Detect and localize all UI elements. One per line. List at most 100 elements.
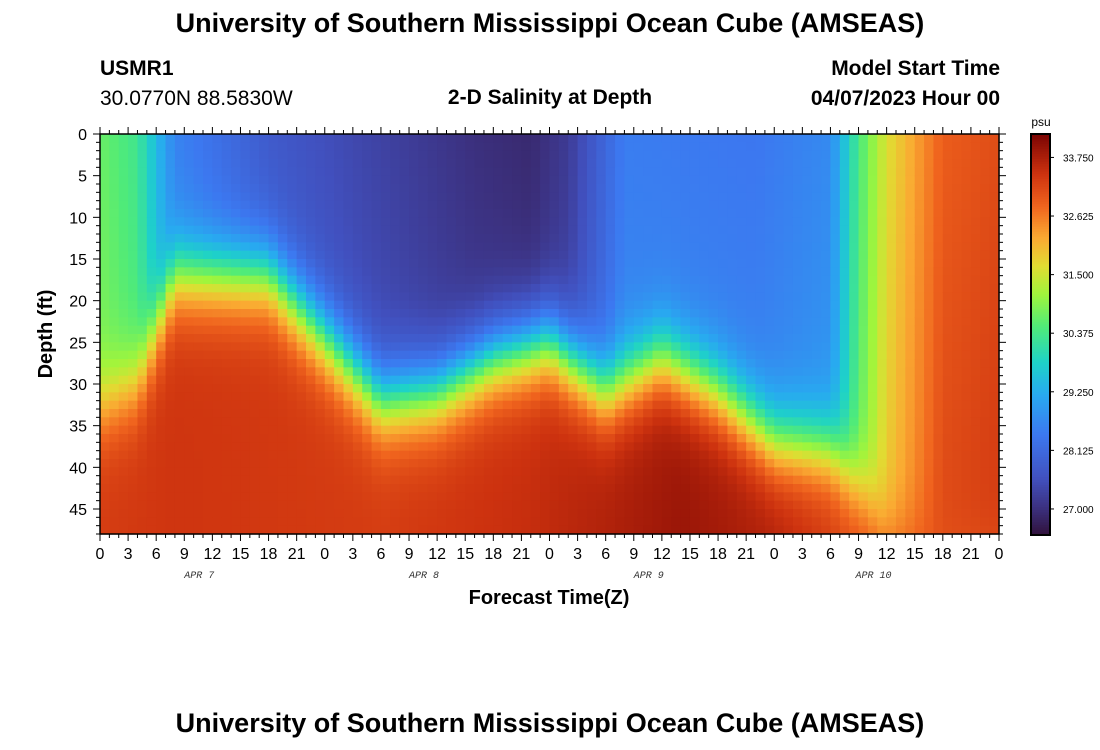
heatmap-cell [287, 209, 298, 218]
heatmap-cell [146, 409, 157, 418]
heatmap-cell [530, 525, 541, 535]
heatmap-cell [502, 284, 513, 293]
heatmap-cell [184, 384, 195, 393]
heatmap-cell [671, 384, 682, 393]
heatmap-cell [146, 317, 157, 327]
heatmap-cell [174, 409, 185, 418]
x-tick-label: 9 [180, 546, 189, 563]
heatmap-cell [362, 425, 373, 435]
heatmap-cell [259, 409, 270, 418]
heatmap-cell [961, 400, 972, 410]
heatmap-cell [118, 342, 129, 352]
heatmap-cell [980, 384, 991, 393]
heatmap-cell [792, 467, 803, 477]
heatmap-cell [409, 250, 419, 260]
heatmap-cell [905, 234, 916, 243]
heatmap-cell [774, 259, 785, 268]
heatmap-cell [727, 359, 738, 368]
heatmap-cell [137, 434, 148, 443]
heatmap-cell [418, 325, 429, 335]
heatmap-cell [586, 434, 597, 443]
heatmap-cell [895, 342, 906, 352]
heatmap-cell [905, 450, 916, 460]
heatmap-cell [483, 275, 494, 285]
heatmap-cell [615, 417, 626, 427]
heatmap-cell [334, 292, 345, 302]
plot-title: 2-D Salinity at Depth [447, 86, 653, 109]
heatmap-cell [615, 275, 626, 285]
heatmap-cell [128, 209, 139, 218]
heatmap-cell [380, 409, 391, 418]
heatmap-cell [783, 442, 794, 452]
heatmap-cell [680, 317, 691, 327]
heatmap-cell [764, 500, 775, 510]
heatmap-cell [474, 417, 485, 427]
heatmap-cell [605, 392, 616, 402]
heatmap-cell [830, 200, 841, 210]
heatmap-cell [718, 309, 729, 318]
heatmap-cell [821, 334, 832, 343]
heatmap-cell [483, 309, 494, 318]
heatmap-cell [221, 525, 232, 535]
heatmap-cell [736, 375, 747, 385]
heatmap-cell [942, 292, 953, 302]
heatmap-cell [174, 459, 185, 468]
heatmap-cell [736, 284, 747, 293]
heatmap-cell [474, 400, 485, 410]
heatmap-cell [586, 259, 597, 268]
heatmap-cell [100, 284, 110, 293]
heatmap-cell [821, 317, 832, 327]
heatmap-cell [502, 409, 513, 418]
heatmap-cell [961, 267, 972, 277]
heatmap-cell [942, 325, 953, 335]
heatmap-cell [512, 350, 522, 360]
heatmap-cell [231, 367, 242, 377]
heatmap-cell [643, 392, 654, 402]
heatmap-cell [100, 167, 110, 177]
heatmap-cell [699, 525, 710, 535]
heatmap-cell [287, 317, 298, 327]
heatmap-cell [661, 175, 672, 185]
heatmap-cell [624, 200, 635, 210]
heatmap-cell [605, 275, 616, 285]
heatmap-cell [371, 242, 382, 252]
heatmap-cell [867, 400, 878, 410]
heatmap-cell [446, 384, 457, 393]
heatmap-cell [867, 142, 878, 152]
heatmap-cell [736, 392, 747, 402]
heatmap-cell [774, 217, 785, 227]
date-label: APR 10 [855, 571, 892, 582]
heatmap-cell [643, 400, 654, 410]
heatmap-cell [802, 209, 813, 218]
heatmap-cell [137, 175, 148, 185]
heatmap-cell [352, 159, 363, 168]
heatmap-cell [558, 459, 569, 468]
heatmap-cell [549, 234, 560, 243]
heatmap-cell [512, 225, 522, 235]
heatmap-cell [830, 400, 841, 410]
heatmap-cell [577, 175, 588, 185]
heatmap-cell [315, 292, 326, 302]
heatmap-cell [586, 175, 597, 185]
heatmap-cell [249, 425, 260, 435]
heatmap-cell [474, 484, 485, 493]
heatmap-cell [380, 167, 391, 177]
heatmap-cell [165, 209, 176, 218]
heatmap-cell [652, 242, 663, 252]
heatmap-cell [596, 159, 607, 168]
heatmap-cell [343, 475, 354, 485]
heatmap-cell [231, 284, 242, 293]
heatmap-cell [390, 384, 401, 393]
heatmap-cell [352, 167, 363, 177]
heatmap-cell [109, 250, 120, 260]
heatmap-cell [315, 367, 326, 377]
heatmap-cell [633, 517, 644, 527]
heatmap-cell [409, 300, 419, 310]
heatmap-cell [811, 359, 822, 368]
heatmap-cell [605, 225, 616, 235]
heatmap-cell [380, 192, 391, 202]
heatmap-cell [774, 142, 785, 152]
heatmap-cell [427, 275, 438, 285]
y-tick-label: 10 [69, 210, 87, 227]
heatmap-cell [418, 184, 429, 193]
